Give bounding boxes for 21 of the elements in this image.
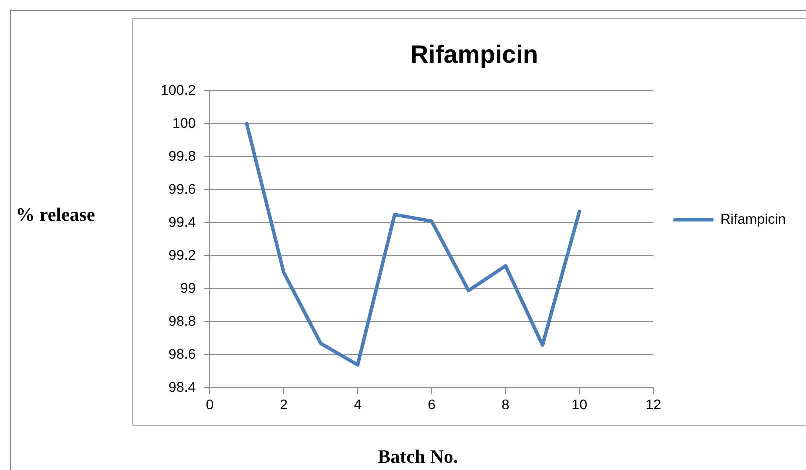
y-tick-label: 99.2 (168, 246, 196, 263)
y-tick-label: 99 (180, 280, 196, 296)
x-tick-label: 8 (502, 396, 510, 412)
y-tick-label: 99.6 (168, 180, 196, 197)
x-tick-label: 12 (646, 396, 662, 412)
x-tick-label: 2 (280, 396, 288, 412)
legend-label: Rifampicin (720, 210, 786, 227)
y-tick-label: 99.4 (168, 214, 196, 230)
y-tick-label: 98.8 (168, 313, 196, 330)
y-tick-label: 100.2 (160, 82, 196, 98)
x-tick-label: 10 (572, 396, 588, 412)
y-axis-title: % release (16, 205, 96, 227)
x-tick-label: 6 (428, 396, 436, 412)
chart-title: Rifampicin (410, 40, 538, 69)
y-tick-label: 99.8 (168, 148, 196, 164)
x-axis-title: Batch No. (378, 447, 458, 469)
x-tick-label: 4 (354, 396, 362, 412)
y-tick-label: 98.4 (168, 379, 196, 396)
y-tick-label: 100 (172, 114, 196, 131)
y-tick-label: 98.6 (168, 346, 196, 362)
x-tick-label: 0 (206, 396, 214, 412)
